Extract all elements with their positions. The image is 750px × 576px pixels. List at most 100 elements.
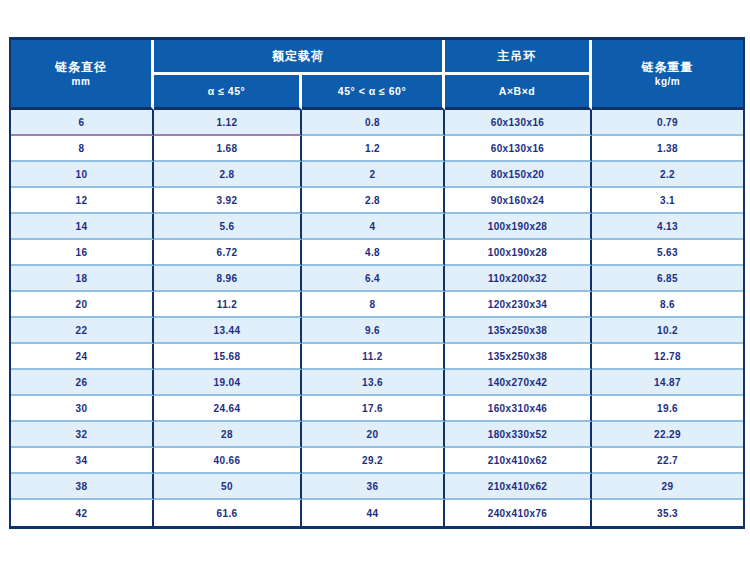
cell-weight: 14.87 (592, 370, 743, 396)
cell-load-45: 3.92 (154, 188, 302, 214)
cell-weight: 29 (592, 474, 743, 500)
cell-load-45: 5.6 (154, 214, 302, 240)
cell-weight: 8.6 (592, 292, 743, 318)
cell-ring-dims: 140x270x42 (445, 370, 592, 396)
table-row: 123.922.890x160x243.1 (11, 188, 743, 214)
cell-ring-dims: 100x190x28 (445, 240, 592, 266)
table-header: 链条直径 mm 额定载荷 主吊环 链条重量 kg/m α ≤ 45° 45° <… (11, 40, 743, 110)
cell-weight: 4.13 (592, 214, 743, 240)
cell-ring-dims: 120x230x34 (445, 292, 592, 318)
cell-weight: 19.6 (592, 396, 743, 422)
cell-diameter: 16 (11, 240, 154, 266)
chain-diameter-label: 链条直径 (11, 60, 151, 75)
table-row: 322820180x330x5222.29 (11, 422, 743, 448)
cell-weight: 0.79 (592, 110, 743, 136)
cell-diameter: 30 (11, 396, 154, 422)
table-row: 61.120.860x130x160.79 (11, 110, 743, 136)
cell-load-45-60: 17.6 (302, 396, 445, 422)
table-row: 2011.28120x230x348.6 (11, 292, 743, 318)
cell-load-45: 1.12 (154, 110, 302, 136)
col-header-alpha-45-60: 45° < α ≤ 60° (302, 75, 445, 110)
cell-weight: 3.1 (592, 188, 743, 214)
cell-load-45-60: 6.4 (302, 266, 445, 292)
cell-load-45-60: 2 (302, 162, 445, 188)
table-row: 3440.6629.2210x410x6222.7 (11, 448, 743, 474)
chain-spec-table-container: 链条直径 mm 额定载荷 主吊环 链条重量 kg/m α ≤ 45° 45° <… (9, 37, 741, 529)
table-row: 102.8280x150x202.2 (11, 162, 743, 188)
cell-load-45: 15.68 (154, 344, 302, 370)
cell-diameter: 12 (11, 188, 154, 214)
cell-ring-dims: 60x130x16 (445, 110, 592, 136)
cell-load-45-60: 1.2 (302, 136, 445, 162)
cell-ring-dims: 210x410x62 (445, 448, 592, 474)
cell-load-45-60: 13.6 (302, 370, 445, 396)
cell-load-45: 2.8 (154, 162, 302, 188)
cell-diameter: 34 (11, 448, 154, 474)
table-row: 188.966.4110x200x326.85 (11, 266, 743, 292)
cell-weight: 10.2 (592, 318, 743, 344)
cell-load-45: 24.64 (154, 396, 302, 422)
table-row: 166.724.8100x190x285.63 (11, 240, 743, 266)
cell-ring-dims: 135x250x38 (445, 344, 592, 370)
cell-weight: 6.85 (592, 266, 743, 292)
cell-diameter: 38 (11, 474, 154, 500)
col-header-main-ring: 主吊环 (445, 40, 592, 75)
cell-diameter: 20 (11, 292, 154, 318)
cell-load-45: 11.2 (154, 292, 302, 318)
cell-load-45-60: 0.8 (302, 110, 445, 136)
cell-load-45-60: 9.6 (302, 318, 445, 344)
cell-load-45: 19.04 (154, 370, 302, 396)
cell-ring-dims: 110x200x32 (445, 266, 592, 292)
cell-load-45: 40.66 (154, 448, 302, 474)
cell-diameter: 24 (11, 344, 154, 370)
chain-weight-label: 链条重量 (592, 60, 743, 75)
cell-ring-dims: 240x410x76 (445, 500, 592, 526)
col-header-alpha-le-45: α ≤ 45° (154, 75, 302, 110)
table-row: 2415.6811.2135x250x3812.78 (11, 344, 743, 370)
cell-diameter: 6 (11, 110, 154, 136)
cell-weight: 12.78 (592, 344, 743, 370)
cell-ring-dims: 90x160x24 (445, 188, 592, 214)
cell-ring-dims: 60x130x16 (445, 136, 592, 162)
col-header-chain-diameter: 链条直径 mm (11, 40, 154, 110)
rated-load-label: 额定载荷 (154, 49, 442, 64)
cell-load-45-60: 36 (302, 474, 445, 500)
cell-ring-dims: 160x310x46 (445, 396, 592, 422)
cell-ring-dims: 180x330x52 (445, 422, 592, 448)
cell-load-45-60: 44 (302, 500, 445, 526)
cell-weight: 1.38 (592, 136, 743, 162)
col-header-ring-dims: A×B×d (445, 75, 592, 110)
table-row: 385036210x410x6229 (11, 474, 743, 500)
header-row-1: 链条直径 mm 额定载荷 主吊环 链条重量 kg/m (11, 40, 743, 75)
cell-ring-dims: 135x250x38 (445, 318, 592, 344)
cell-diameter: 42 (11, 500, 154, 526)
cell-load-45-60: 8 (302, 292, 445, 318)
chain-spec-table: 链条直径 mm 额定载荷 主吊环 链条重量 kg/m α ≤ 45° 45° <… (9, 37, 745, 529)
cell-load-45: 6.72 (154, 240, 302, 266)
cell-load-45: 61.6 (154, 500, 302, 526)
table-row: 2619.0413.6140x270x4214.87 (11, 370, 743, 396)
cell-load-45-60: 20 (302, 422, 445, 448)
cell-load-45-60: 4 (302, 214, 445, 240)
cell-diameter: 18 (11, 266, 154, 292)
table-body: 61.120.860x130x160.7981.681.260x130x161.… (11, 110, 743, 526)
cell-diameter: 26 (11, 370, 154, 396)
col-header-chain-weight: 链条重量 kg/m (592, 40, 743, 110)
main-ring-label: 主吊环 (445, 49, 589, 64)
cell-weight: 35.3 (592, 500, 743, 526)
cell-diameter: 22 (11, 318, 154, 344)
col-header-rated-load: 额定载荷 (154, 40, 445, 75)
table-row: 145.64100x190x284.13 (11, 214, 743, 240)
cell-load-45-60: 4.8 (302, 240, 445, 266)
cell-weight: 2.2 (592, 162, 743, 188)
cell-diameter: 32 (11, 422, 154, 448)
chain-weight-unit: kg/m (592, 75, 743, 88)
table-row: 4261.644240x410x7635.3 (11, 500, 743, 526)
cell-load-45: 1.68 (154, 136, 302, 162)
cell-load-45-60: 29.2 (302, 448, 445, 474)
cell-ring-dims: 80x150x20 (445, 162, 592, 188)
cell-load-45: 28 (154, 422, 302, 448)
cell-load-45: 8.96 (154, 266, 302, 292)
cell-load-45: 13.44 (154, 318, 302, 344)
cell-weight: 22.29 (592, 422, 743, 448)
